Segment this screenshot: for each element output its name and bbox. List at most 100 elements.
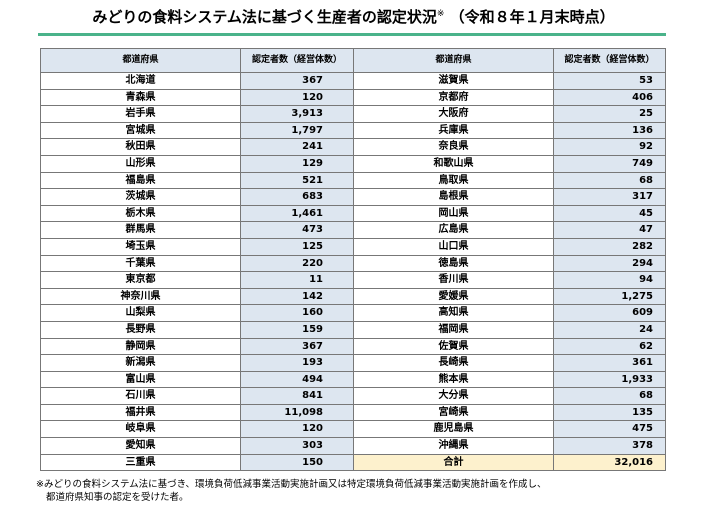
prefecture-cell: 岡山県 xyxy=(353,204,554,223)
column-header: 認定者数（経営体数） xyxy=(240,48,354,73)
count-cell: 159 xyxy=(240,320,354,339)
title-text: みどりの食料システム法に基づく生産者の認定状況 xyxy=(92,8,437,26)
prefecture-cell: 三重県 xyxy=(40,453,241,472)
table-row: 岐阜県 120 鹿児島県 475 xyxy=(40,420,666,439)
prefecture-cell: 愛知県 xyxy=(40,437,241,455)
table: 都道府県 認定者数（経営体数） 都道府県 認定者数（経営体数） 北海道 367 滋賀県 53… xyxy=(40,48,666,472)
prefecture-cell: 石川県 xyxy=(40,387,241,405)
count-cell: 1,933 xyxy=(553,370,666,389)
count-cell: 303 xyxy=(240,437,354,455)
prefecture-cell: 福井県 xyxy=(40,403,241,422)
footnote-line: ※みどりの食料システム法に基づき、環境負荷低減事業活動実施計画又は特定環境負荷低… xyxy=(36,479,547,490)
table-row: 山形県 129 和歌山県 749 xyxy=(40,154,666,173)
prefecture-cell: 合計 xyxy=(353,453,554,472)
prefecture-cell: 群馬県 xyxy=(40,221,241,239)
count-cell: 25 xyxy=(553,105,666,123)
table-row: 山梨県 160 高知県 609 xyxy=(40,304,666,322)
table-row: 石川県 841 大分県 68 xyxy=(40,387,666,405)
header-row: 都道府県 認定者数（経営体数） 都道府県 認定者数（経営体数） xyxy=(40,48,666,73)
footnote: ※みどりの食料システム法に基づき、環境負荷低減事業活動実施計画又は特定環境負荷低… xyxy=(36,478,547,504)
column-header: 都道府県 xyxy=(40,48,241,73)
count-cell: 367 xyxy=(240,72,354,90)
count-cell: 142 xyxy=(240,287,354,306)
prefecture-cell: 福島県 xyxy=(40,171,241,190)
prefecture-cell: 東京都 xyxy=(40,271,241,289)
title-rule xyxy=(38,33,666,36)
count-cell: 475 xyxy=(553,420,666,439)
prefecture-cell: 長野県 xyxy=(40,320,241,339)
prefecture-cell: 岐阜県 xyxy=(40,420,241,439)
title: みどりの食料システム法に基づく生産者の認定状況※ （令和８年１月末時点） xyxy=(0,6,707,27)
prefecture-cell: 埼玉県 xyxy=(40,237,241,256)
prefecture-cell: 山梨県 xyxy=(40,304,241,322)
table-row: 三重県 150 合計 32,016 xyxy=(40,453,666,472)
count-cell: 45 xyxy=(553,204,666,223)
count-cell: 609 xyxy=(553,304,666,322)
count-cell: 406 xyxy=(553,88,666,107)
count-cell: 378 xyxy=(553,437,666,455)
prefecture-cell: 広島県 xyxy=(353,221,554,239)
prefecture-cell: 佐賀県 xyxy=(353,337,554,356)
count-cell: 129 xyxy=(240,154,354,173)
count-cell: 135 xyxy=(553,403,666,422)
prefecture-cell: 福岡県 xyxy=(353,320,554,339)
table-row: 宮城県 1,797 兵庫県 136 xyxy=(40,121,666,140)
table-row: 福島県 521 鳥取県 68 xyxy=(40,171,666,190)
prefecture-cell: 富山県 xyxy=(40,370,241,389)
prefecture-cell: 香川県 xyxy=(353,271,554,289)
table-row: 群馬県 473 広島県 47 xyxy=(40,221,666,239)
count-cell: 361 xyxy=(553,354,666,372)
table-row: 東京都 11 香川県 94 xyxy=(40,271,666,289)
table-row: 愛知県 303 沖縄県 378 xyxy=(40,437,666,455)
count-cell: 120 xyxy=(240,88,354,107)
prefecture-cell: 神奈川県 xyxy=(40,287,241,306)
count-cell: 47 xyxy=(553,221,666,239)
prefecture-cell: 奈良県 xyxy=(353,138,554,156)
title-date: （令和８年１月末時点） xyxy=(449,8,615,26)
count-cell: 92 xyxy=(553,138,666,156)
count-cell: 683 xyxy=(240,188,354,206)
table-row: 神奈川県 142 愛媛県 1,275 xyxy=(40,287,666,306)
count-cell: 94 xyxy=(553,271,666,289)
count-cell: 193 xyxy=(240,354,354,372)
count-cell: 294 xyxy=(553,254,666,273)
count-cell: 494 xyxy=(240,370,354,389)
column-header: 認定者数（経営体数） xyxy=(553,48,666,73)
count-cell: 150 xyxy=(240,453,354,472)
table-row: 北海道 367 滋賀県 53 xyxy=(40,72,666,90)
title-mark: ※ xyxy=(436,9,445,19)
table-row: 静岡県 367 佐賀県 62 xyxy=(40,337,666,356)
count-cell: 136 xyxy=(553,121,666,140)
count-cell: 3,913 xyxy=(240,105,354,123)
count-cell: 53 xyxy=(553,72,666,90)
table-row: 埼玉県 125 山口県 282 xyxy=(40,237,666,256)
table-row: 長野県 159 福岡県 24 xyxy=(40,320,666,339)
table-row: 千葉県 220 徳島県 294 xyxy=(40,254,666,273)
prefecture-cell: 京都府 xyxy=(353,88,554,107)
prefecture-cell: 大阪府 xyxy=(353,105,554,123)
prefecture-cell: 愛媛県 xyxy=(353,287,554,306)
count-cell: 62 xyxy=(553,337,666,356)
count-cell: 11 xyxy=(240,271,354,289)
count-cell: 160 xyxy=(240,304,354,322)
prefecture-cell: 鳥取県 xyxy=(353,171,554,190)
count-cell: 1,461 xyxy=(240,204,354,223)
count-cell: 24 xyxy=(553,320,666,339)
prefecture-cell: 熊本県 xyxy=(353,370,554,389)
count-cell: 367 xyxy=(240,337,354,356)
count-cell: 1,275 xyxy=(553,287,666,306)
count-cell: 282 xyxy=(553,237,666,256)
count-cell: 1,797 xyxy=(240,121,354,140)
count-cell: 473 xyxy=(240,221,354,239)
prefecture-cell: 大分県 xyxy=(353,387,554,405)
prefecture-cell: 静岡県 xyxy=(40,337,241,356)
count-cell: 120 xyxy=(240,420,354,439)
table-row: 茨城県 683 島根県 317 xyxy=(40,188,666,206)
prefecture-cell: 岩手県 xyxy=(40,105,241,123)
prefecture-cell: 鹿児島県 xyxy=(353,420,554,439)
count-cell: 241 xyxy=(240,138,354,156)
count-cell: 32,016 xyxy=(553,453,666,472)
count-cell: 11,098 xyxy=(240,403,354,422)
prefecture-cell: 栃木県 xyxy=(40,204,241,223)
table-row: 岩手県 3,913 大阪府 25 xyxy=(40,105,666,123)
